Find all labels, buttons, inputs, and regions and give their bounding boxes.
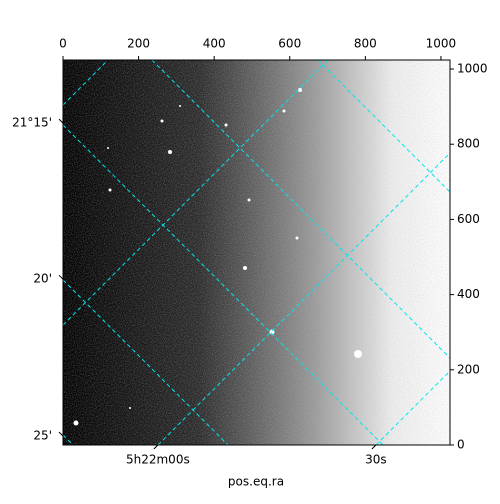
y-tick-label: 800 [457, 137, 480, 151]
x-tick-label: 200 [127, 37, 150, 51]
x-tick-label: 800 [354, 37, 377, 51]
dec-tick [58, 274, 64, 280]
wcs-grid [63, 60, 450, 445]
dec-tick-label: 21°15' [12, 116, 52, 130]
ra-tick-label: 30s [365, 453, 387, 467]
ra-tick [153, 444, 159, 450]
x-axis-label: pos.eq.ra [228, 475, 284, 489]
stars [73, 88, 362, 426]
dec-tick-label: 25' [33, 428, 52, 442]
ra-tick [371, 444, 377, 450]
x-tick-label: 400 [203, 37, 226, 51]
y-tick-label: 1000 [457, 62, 488, 76]
y-tick-label: 600 [457, 212, 480, 226]
frame [62, 59, 451, 446]
image [63, 60, 450, 445]
ra-tick-label: 5h22m00s [126, 453, 190, 467]
y-tick-label: 400 [457, 287, 480, 301]
x-tick-label: 600 [278, 37, 301, 51]
dec-tick-label: 20' [33, 272, 52, 286]
y-tick-label: 200 [457, 362, 480, 376]
dec-tick [58, 431, 64, 437]
x-tick-label: 1000 [426, 37, 457, 51]
y-tick-label: 0 [457, 438, 465, 452]
x-tick-label: 0 [59, 37, 67, 51]
dec-tick [58, 118, 64, 124]
